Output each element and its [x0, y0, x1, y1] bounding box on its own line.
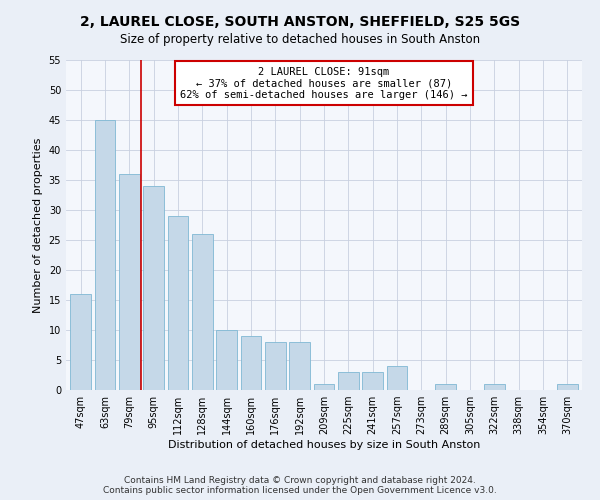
Bar: [241, 336, 262, 390]
Y-axis label: Number of detached properties: Number of detached properties: [33, 138, 43, 312]
Text: 2 LAUREL CLOSE: 91sqm
← 37% of detached houses are smaller (87)
62% of semi-deta: 2 LAUREL CLOSE: 91sqm ← 37% of detached …: [180, 66, 468, 100]
Bar: [484, 384, 505, 390]
Bar: [362, 372, 383, 390]
Bar: [314, 384, 334, 390]
Bar: [192, 234, 212, 390]
Bar: [436, 384, 456, 390]
Bar: [338, 372, 359, 390]
Bar: [386, 366, 407, 390]
Bar: [70, 294, 91, 390]
Bar: [289, 342, 310, 390]
Bar: [265, 342, 286, 390]
Bar: [167, 216, 188, 390]
Bar: [119, 174, 140, 390]
X-axis label: Distribution of detached houses by size in South Anston: Distribution of detached houses by size …: [168, 440, 480, 450]
Bar: [143, 186, 164, 390]
Text: Size of property relative to detached houses in South Anston: Size of property relative to detached ho…: [120, 32, 480, 46]
Text: 2, LAUREL CLOSE, SOUTH ANSTON, SHEFFIELD, S25 5GS: 2, LAUREL CLOSE, SOUTH ANSTON, SHEFFIELD…: [80, 15, 520, 29]
Bar: [95, 120, 115, 390]
Text: Contains HM Land Registry data © Crown copyright and database right 2024.
Contai: Contains HM Land Registry data © Crown c…: [103, 476, 497, 495]
Bar: [557, 384, 578, 390]
Bar: [216, 330, 237, 390]
